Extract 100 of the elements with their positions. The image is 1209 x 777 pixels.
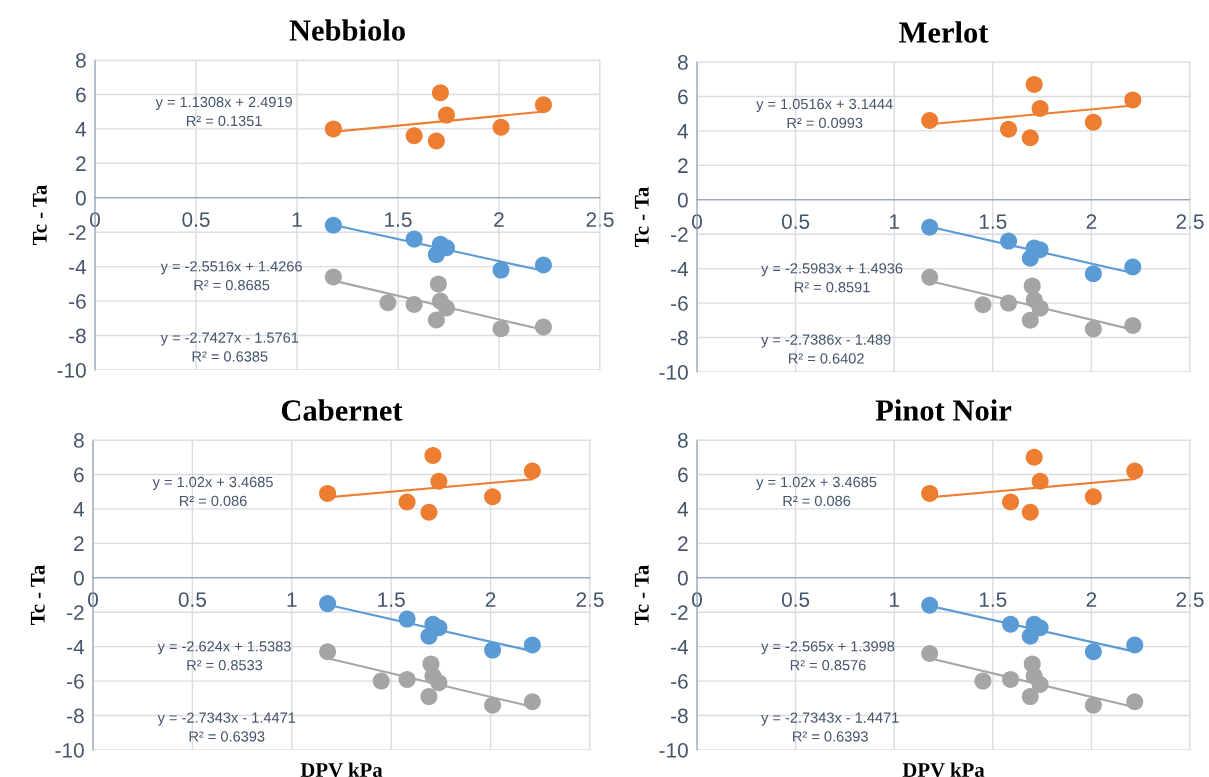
y-axis-title: Tc - Ta xyxy=(634,187,649,247)
y-tick-label: -2 xyxy=(671,605,688,620)
point xyxy=(405,127,423,145)
point xyxy=(1021,688,1039,706)
point xyxy=(1002,670,1020,688)
x-tick-label: 0.5 xyxy=(781,214,810,229)
annotation: y = -2.5516x + 1.4266 R² = 0.8685 xyxy=(160,261,302,291)
y-tick-label: 0 xyxy=(677,192,688,208)
y-tick-label: 8 xyxy=(73,433,84,448)
x-tick-label: 2.5 xyxy=(1176,214,1204,229)
point xyxy=(921,484,939,502)
point xyxy=(429,275,447,293)
x-tick-label: 1 xyxy=(890,592,899,607)
annotation: y = -2.7343x - 1.4471 R² = 0.6393 xyxy=(761,712,899,742)
point xyxy=(921,268,939,286)
y-tick-label: -10 xyxy=(57,363,86,378)
y-tick-label: 0 xyxy=(677,570,688,586)
y-tick-label: 6 xyxy=(76,87,86,103)
point xyxy=(1084,320,1102,338)
point xyxy=(1031,472,1049,490)
point xyxy=(523,693,541,711)
y-tick-label: -8 xyxy=(69,328,86,344)
point xyxy=(1126,636,1144,654)
x-tick-label: 2.5 xyxy=(1176,592,1204,607)
point xyxy=(319,595,337,613)
point xyxy=(1021,129,1039,147)
chart-title: Pinot Noir xyxy=(875,399,1012,421)
y-tick-label: 0 xyxy=(73,570,84,586)
annotation: y = 1.02x + 3.4685 R² = 0.086 xyxy=(756,476,877,507)
y-tick-label: 0 xyxy=(75,190,86,206)
x-tick-label: 2.5 xyxy=(576,592,604,607)
point xyxy=(427,246,445,264)
x-tick-label: 1 xyxy=(890,214,899,229)
point xyxy=(1084,696,1102,714)
point xyxy=(534,318,552,336)
point xyxy=(420,627,438,645)
point xyxy=(430,472,448,490)
point xyxy=(437,299,455,317)
point xyxy=(1002,493,1020,511)
point xyxy=(1000,120,1018,138)
point xyxy=(1031,676,1049,694)
x-tick-label: 0.5 xyxy=(178,592,207,607)
point xyxy=(534,96,552,114)
y-tick-label: -8 xyxy=(671,708,688,724)
point xyxy=(405,230,423,248)
y-tick-label: -4 xyxy=(671,261,689,277)
point xyxy=(431,84,449,102)
x-tick-label: 2 xyxy=(1086,214,1097,229)
point xyxy=(1084,643,1102,661)
x-tick-label: 2 xyxy=(1086,592,1097,607)
y-tick-label: -2 xyxy=(671,227,688,242)
y-tick-label: -4 xyxy=(67,639,85,655)
y-tick-label: 2 xyxy=(678,536,688,551)
point xyxy=(1021,249,1039,267)
annotation: y = 1.0516x + 3.1444 R² = 0.0993 xyxy=(756,98,893,129)
x-tick-label: 0 xyxy=(90,212,100,227)
y-axis-title: Tc - Ta xyxy=(30,565,45,625)
point xyxy=(1126,693,1144,711)
point xyxy=(921,218,939,236)
point xyxy=(319,643,337,661)
y-tick-label: 4 xyxy=(677,502,689,517)
y-tick-label: -8 xyxy=(67,708,84,724)
annotation: y = 1.02x + 3.4685 R² = 0.086 xyxy=(152,476,273,507)
x-tick-label: 2 xyxy=(485,592,496,607)
x-tick-label: 0 xyxy=(692,592,702,607)
point xyxy=(372,672,390,690)
point xyxy=(1124,258,1142,276)
point xyxy=(1000,232,1018,250)
point xyxy=(1002,615,1020,633)
y-tick-label: 4 xyxy=(73,502,85,517)
y-tick-label: -4 xyxy=(69,259,87,275)
point xyxy=(420,688,438,706)
point xyxy=(921,645,939,663)
point xyxy=(398,610,416,628)
y-tick-label: -10 xyxy=(659,743,688,758)
y-tick-label: 6 xyxy=(678,89,688,105)
y-tick-label: 6 xyxy=(678,467,688,483)
point xyxy=(921,596,939,614)
y-tick-label: 2 xyxy=(74,536,84,551)
x-axis-title: DPV kPa xyxy=(902,762,985,777)
x-tick-label: 1 xyxy=(287,592,297,607)
x-tick-label: 2 xyxy=(494,212,504,227)
y-tick-label: -4 xyxy=(671,639,689,655)
point xyxy=(1084,265,1102,283)
point xyxy=(398,493,416,511)
x-tick-label: 1.5 xyxy=(378,592,405,607)
point xyxy=(427,311,445,329)
point xyxy=(523,462,541,480)
y-axis-title: Tc - Ta xyxy=(634,565,649,625)
annotation: y = -2.7427x - 1.5761 R² = 0.6385 xyxy=(160,332,299,362)
y-tick-label: -2 xyxy=(69,225,86,240)
y-tick-label: 2 xyxy=(76,156,86,171)
annotation: y = -2.5983x + 1.4936 R² = 0.8591 xyxy=(761,263,903,293)
point xyxy=(484,488,502,506)
y-tick-label: -6 xyxy=(67,674,84,689)
y-tick-label: -8 xyxy=(671,330,688,346)
point xyxy=(430,674,448,692)
y-tick-label: -10 xyxy=(659,365,688,380)
point xyxy=(398,670,416,688)
y-tick-label: 4 xyxy=(75,122,87,137)
